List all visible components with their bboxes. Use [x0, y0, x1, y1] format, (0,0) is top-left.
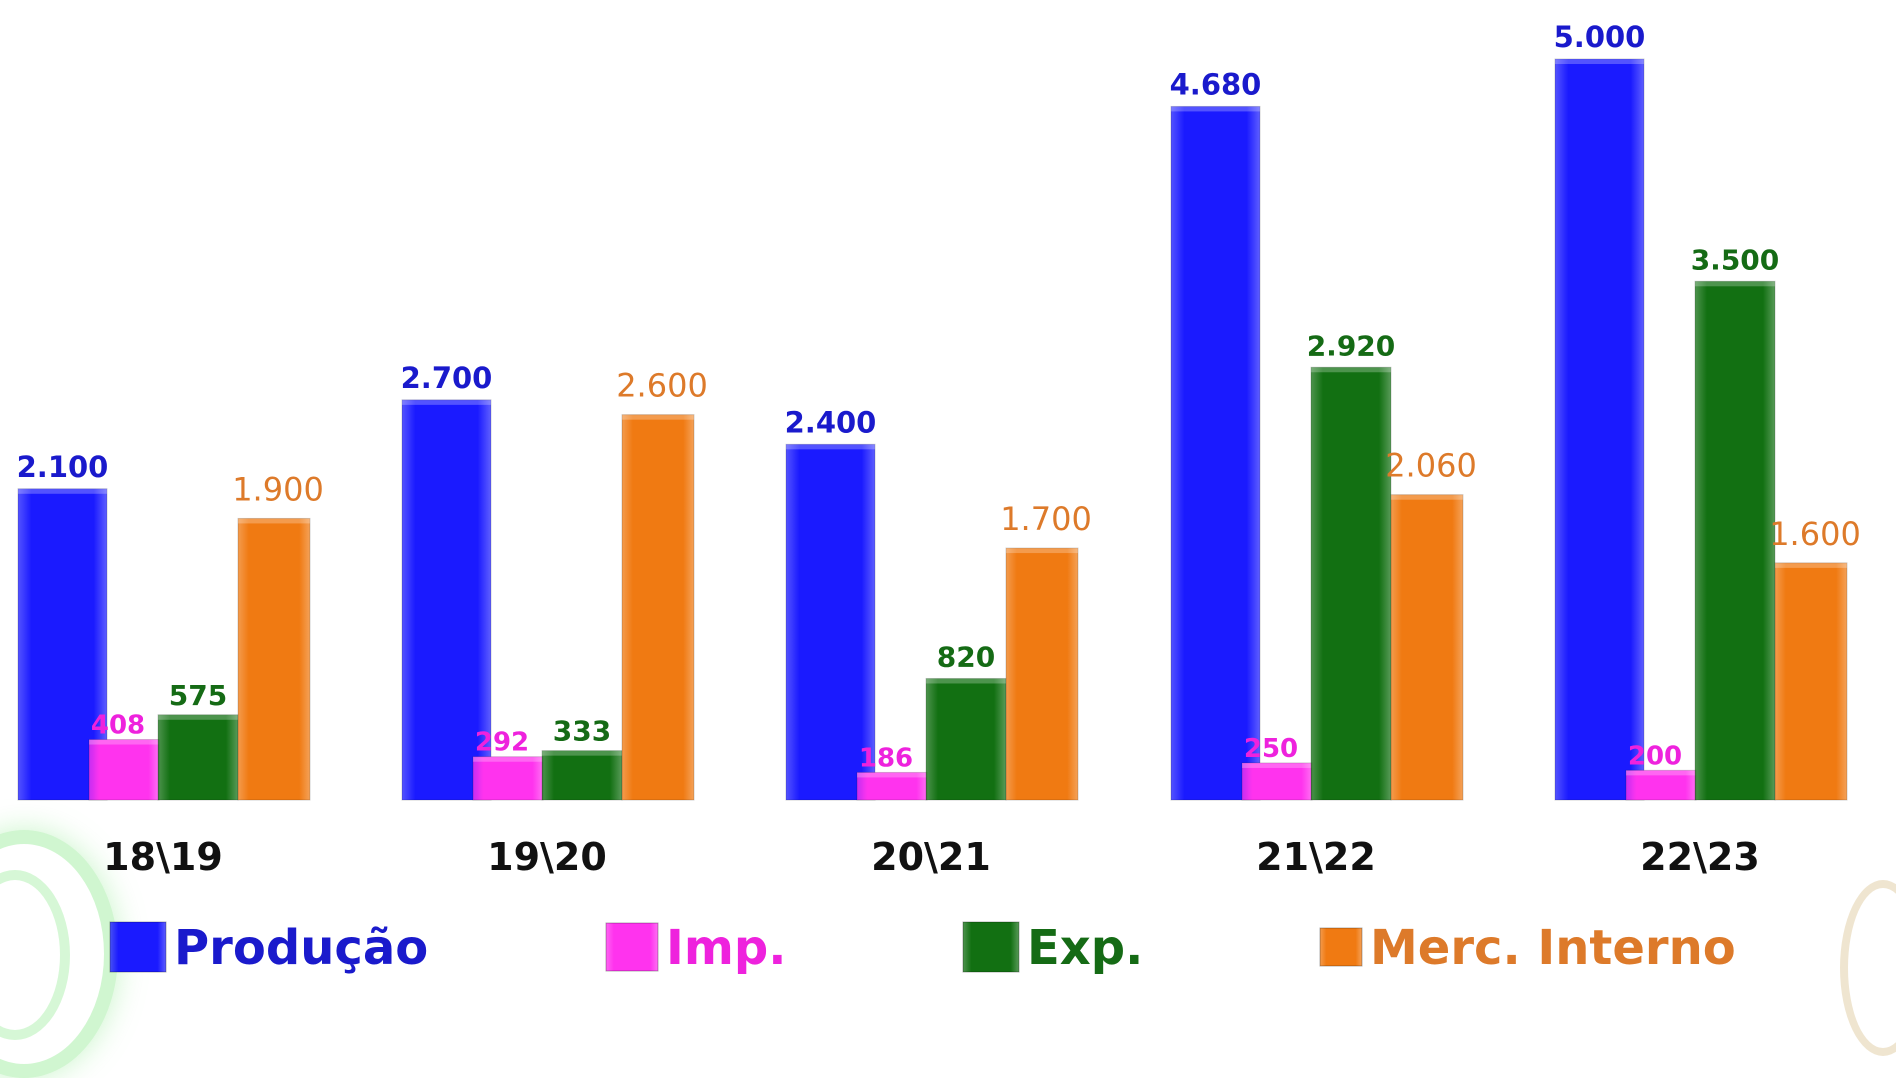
- bar-imp-4: [1625, 769, 1697, 801]
- bar-producao-1: [401, 399, 492, 801]
- value-label-merc-1: 2.600: [616, 367, 708, 405]
- bar-producao-4: [1554, 58, 1645, 801]
- legend-label-merc: Merc. Interno: [1370, 920, 1736, 976]
- bar-exp-1: [541, 750, 623, 801]
- value-label-merc-2: 1.700: [1000, 500, 1092, 538]
- bar-highlight-merc-4: [1775, 562, 1847, 568]
- legend: Produção Imp. Exp. Merc. Interno: [109, 920, 1736, 976]
- chart-svg: 2.100 408 575 1.900 2.700 292 333 2.600 2.400 186…: [17, 20, 1861, 976]
- bar-merc-0: [237, 517, 311, 801]
- value-label-merc-4: 1.600: [1769, 515, 1861, 553]
- bar-highlight-producao-4: [1555, 59, 1644, 64]
- category-label-3: 21\22: [1256, 835, 1376, 879]
- value-labels-layer: 2.100 408 575 1.900 2.700 292 333 2.600 2.400 186…: [17, 20, 1861, 773]
- bar-merc-3: [1390, 494, 1464, 801]
- value-label-producao-2: 2.400: [785, 405, 877, 439]
- bar-highlight-merc-0: [238, 518, 310, 524]
- bar-merc-4: [1774, 562, 1848, 801]
- bar-highlight-imp-4: [1626, 770, 1696, 776]
- value-label-imp-2: 186: [859, 743, 913, 773]
- bar-highlight-imp-2: [857, 772, 927, 778]
- bar-highlight-imp-3: [1242, 762, 1312, 768]
- legend-swatch-merc: [1319, 927, 1363, 967]
- value-label-imp-1: 292: [475, 728, 529, 758]
- bar-exp-2: [925, 677, 1007, 801]
- value-label-imp-4: 200: [1628, 741, 1682, 771]
- legend-swatch-exp: [962, 921, 1020, 973]
- value-label-exp-3: 2.920: [1307, 329, 1396, 362]
- legend-label-producao: Produção: [174, 920, 428, 976]
- bar-highlight-merc-2: [1006, 548, 1078, 554]
- value-label-imp-0: 408: [91, 711, 145, 741]
- bar-exp-0: [157, 714, 239, 801]
- bar-highlight-producao-0: [18, 488, 107, 494]
- bar-merc-2: [1005, 547, 1079, 801]
- bar-exp-3: [1310, 366, 1392, 801]
- bar-producao-2: [785, 443, 876, 801]
- category-label-4: 22\23: [1640, 835, 1760, 879]
- value-label-merc-3: 2.060: [1385, 447, 1477, 485]
- bars-layer: [17, 58, 1848, 801]
- category-label-2: 20\21: [871, 835, 991, 879]
- bar-producao-3: [1170, 105, 1261, 801]
- bar-highlight-exp-4: [1695, 281, 1775, 287]
- legend-swatch-producao: [109, 921, 167, 973]
- bar-highlight-merc-1: [622, 414, 694, 420]
- bar-imp-0: [88, 739, 160, 801]
- value-label-exp-2: 820: [937, 640, 995, 673]
- value-label-exp-4: 3.500: [1691, 243, 1780, 276]
- value-label-producao-3: 4.680: [1170, 67, 1262, 101]
- value-label-exp-0: 575: [169, 679, 227, 712]
- value-label-imp-3: 250: [1244, 734, 1298, 764]
- legend-swatch-imp: [605, 922, 659, 972]
- bar-imp-3: [1241, 762, 1313, 801]
- bar-highlight-producao-2: [786, 444, 875, 450]
- value-label-merc-0: 1.900: [232, 470, 324, 508]
- category-label-1: 19\20: [487, 835, 607, 879]
- bar-highlight-imp-0: [89, 739, 159, 745]
- category-label-0: 18\19: [103, 835, 223, 879]
- value-label-producao-0: 2.100: [17, 450, 109, 484]
- bar-highlight-producao-3: [1171, 106, 1260, 112]
- bar-imp-1: [472, 756, 544, 801]
- bar-highlight-producao-1: [402, 399, 491, 405]
- bar-exp-4: [1694, 280, 1776, 801]
- bar-highlight-exp-3: [1311, 367, 1391, 373]
- value-label-exp-1: 333: [553, 715, 611, 748]
- bar-highlight-imp-1: [473, 756, 543, 762]
- legend-label-imp: Imp.: [666, 920, 786, 976]
- bar-highlight-merc-3: [1391, 494, 1463, 500]
- category-labels-layer: 18\19 19\20 20\21 21\22 22\23: [103, 835, 1760, 879]
- bar-imp-2: [856, 771, 928, 801]
- bar-highlight-exp-2: [926, 678, 1006, 684]
- bar-highlight-exp-1: [542, 750, 622, 756]
- legend-label-exp: Exp.: [1027, 920, 1143, 976]
- bar-merc-1: [621, 414, 695, 801]
- value-label-producao-1: 2.700: [401, 361, 493, 395]
- bar-highlight-exp-0: [158, 714, 238, 720]
- bar-chart: 2.100 408 575 1.900 2.700 292 333 2.600 2.400 186…: [17, 20, 1861, 976]
- value-label-producao-4: 5.000: [1554, 20, 1646, 54]
